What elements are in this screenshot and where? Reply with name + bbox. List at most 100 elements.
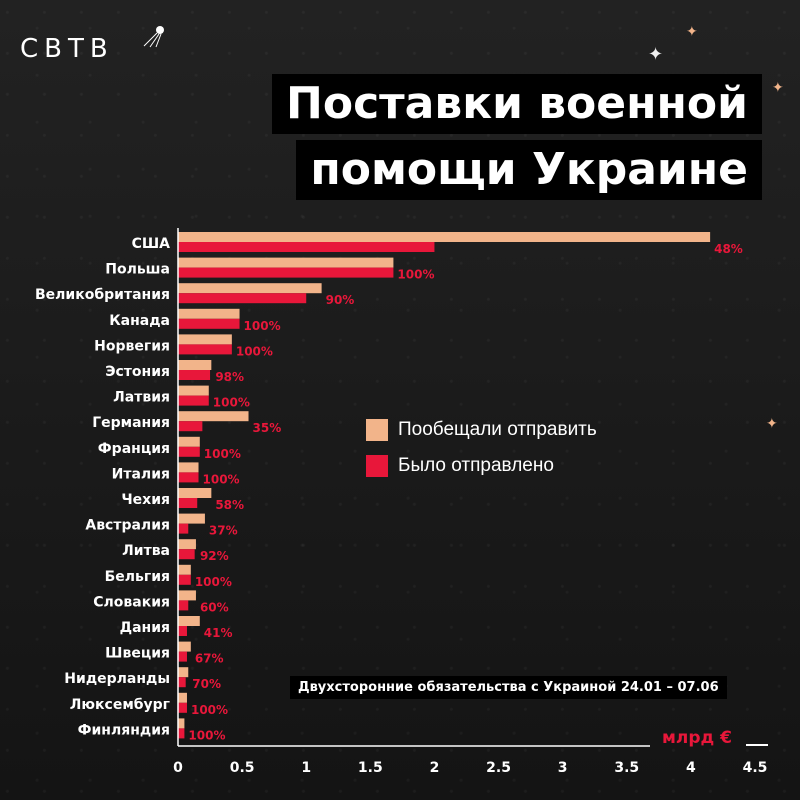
data-label: 48% <box>714 242 743 256</box>
page-title-line-1: Поставки военной <box>272 74 762 134</box>
chart-note: Двухсторонние обязательства с Украиной 2… <box>290 676 727 699</box>
y-tick-label: Латвия <box>113 390 170 406</box>
bar-promised <box>178 462 199 473</box>
bar-promised <box>178 564 191 575</box>
bar-sent <box>178 421 203 432</box>
bar-sent <box>178 626 187 636</box>
data-label: 98% <box>215 370 244 384</box>
y-tick-label: Франция <box>98 441 170 457</box>
y-tick-label: Словакия <box>93 594 170 610</box>
y-tick-label: Италия <box>112 466 170 482</box>
data-label: 70% <box>192 677 221 691</box>
star-icon: ✦ <box>772 80 784 96</box>
star-icon: ✦ <box>686 24 698 40</box>
data-label: 100% <box>203 472 240 486</box>
x-tick-label: 2 <box>430 760 440 776</box>
bar-sent <box>178 472 199 483</box>
y-tick-label: Германия <box>92 415 170 431</box>
y-tick-label: Канада <box>109 313 170 329</box>
x-tick-label: 2.5 <box>486 760 511 776</box>
bar-sent <box>178 395 209 406</box>
y-tick-label: Чехия <box>121 492 170 508</box>
bar-promised <box>178 308 240 319</box>
x-tick-label: 4.5 <box>743 760 768 776</box>
bar-sent <box>178 702 187 713</box>
data-label: 37% <box>209 524 238 538</box>
bar-sent <box>178 344 232 355</box>
y-tick-label: Норвегия <box>94 338 170 354</box>
bar-promised <box>178 257 394 268</box>
bar-promised <box>178 411 249 422</box>
legend-item-sent: Было отправлено <box>366 448 597 484</box>
bar-sent <box>178 600 189 611</box>
bar-promised <box>178 616 200 626</box>
y-tick-label: Эстония <box>105 364 170 380</box>
data-label: 100% <box>397 268 434 282</box>
bar-promised <box>178 360 212 370</box>
data-label: 90% <box>326 293 355 307</box>
y-tick-label: США <box>132 236 171 252</box>
legend-swatch-promised <box>366 419 388 441</box>
bar-sent <box>178 677 186 688</box>
brand-logo: СВТВ <box>20 34 114 64</box>
bar-sent <box>178 728 185 739</box>
data-label: 60% <box>200 600 229 614</box>
sputnik-icon <box>143 26 164 48</box>
bar-promised <box>178 488 212 498</box>
y-tick-label: Люксембург <box>70 697 170 713</box>
page-title-line-2: помощи Украине <box>296 140 762 200</box>
data-label: 41% <box>204 626 233 640</box>
x-tick-label: 1.5 <box>358 760 383 776</box>
bar-promised <box>178 334 232 345</box>
bar-sent <box>178 523 189 534</box>
bar-promised <box>178 590 196 601</box>
bar-promised <box>178 539 196 550</box>
bar-sent <box>178 498 198 508</box>
data-label: 100% <box>213 396 250 410</box>
y-tick-label: Бельгия <box>105 569 170 585</box>
bar-promised <box>178 283 322 294</box>
legend-label-sent: Было отправлено <box>398 455 554 476</box>
bar-sent <box>178 446 200 457</box>
bar-sent <box>178 574 191 585</box>
legend-item-promised: Пообещали отправить <box>366 412 597 448</box>
bar-promised <box>178 718 185 729</box>
y-tick-label: Австралия <box>85 518 170 534</box>
bar-promised <box>178 232 711 242</box>
legend-label-promised: Пообещали отправить <box>398 419 597 440</box>
bar-sent <box>178 293 307 304</box>
x-tick-label: 1 <box>301 760 311 776</box>
bar-promised <box>178 385 209 396</box>
y-tick-label: Финляндия <box>78 722 170 738</box>
x-axis-unit-label: млрд € <box>662 728 732 748</box>
y-tick-label: Великобритания <box>35 287 170 303</box>
y-tick-label: Дания <box>120 620 170 636</box>
star-icon: ✦ <box>648 44 664 65</box>
chart-legend: Пообещали отправить Было отправлено <box>366 412 597 484</box>
bar-promised <box>178 436 200 447</box>
y-tick-label: Литва <box>122 543 170 559</box>
x-tick-label: 4 <box>686 760 696 776</box>
bar-sent <box>178 549 195 560</box>
y-tick-label: Нидерланды <box>64 671 170 687</box>
data-label: 100% <box>191 703 228 717</box>
data-label: 35% <box>253 421 282 435</box>
x-tick-label: 3.5 <box>614 760 639 776</box>
data-label: 100% <box>204 447 241 461</box>
bar-promised <box>178 692 187 703</box>
x-tick-label: 3 <box>558 760 568 776</box>
y-tick-label: Швеция <box>105 646 170 662</box>
bar-promised <box>178 667 189 678</box>
data-label: 67% <box>195 652 224 666</box>
data-label: 100% <box>195 575 232 589</box>
x-axis-unit-underline <box>746 744 768 746</box>
data-label: 58% <box>215 498 244 512</box>
data-label: 100% <box>236 344 273 358</box>
bar-sent <box>178 267 394 278</box>
bar-sent <box>178 651 187 662</box>
data-label: 100% <box>244 319 281 333</box>
bar-sent <box>178 242 435 252</box>
data-label: 100% <box>188 728 225 742</box>
legend-swatch-sent <box>366 455 388 477</box>
